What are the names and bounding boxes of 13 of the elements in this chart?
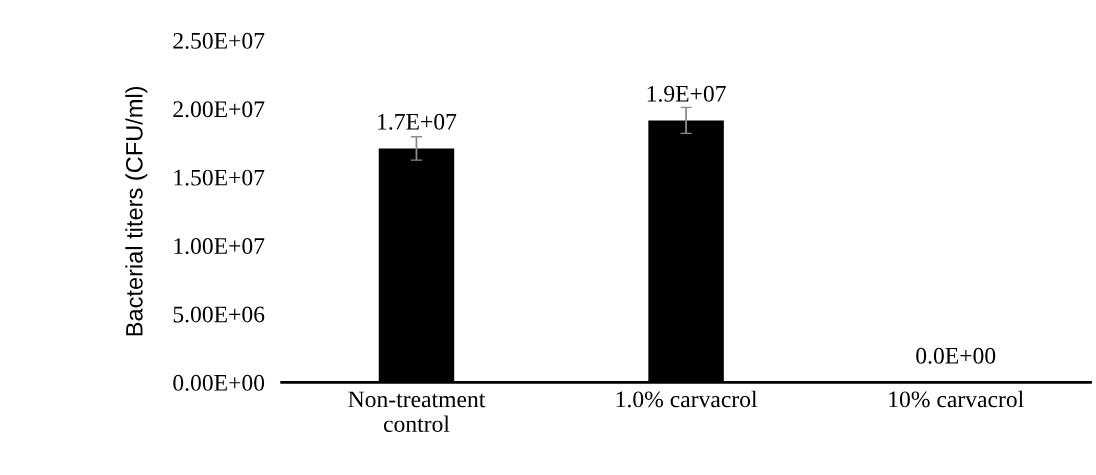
y-tick-label: 1.00E+07 bbox=[174, 238, 265, 255]
x-tick-label: Non-treatment control bbox=[348, 391, 486, 433]
y-tick-label: 0.00E+00 bbox=[173, 374, 265, 391]
y-axis-title: Bacterial titers (CFU/ml) bbox=[125, 86, 148, 336]
x-tick-label: 1.0% carvacrol bbox=[616, 390, 758, 408]
data-label: 1.7E+07 bbox=[378, 113, 457, 130]
x-tick-label: 10% carvacrol bbox=[889, 390, 1024, 408]
y-tick-label: 2.50E+07 bbox=[173, 32, 265, 49]
data-label: 1.9E+07 bbox=[647, 85, 726, 102]
y-tick-label: 5.00E+06 bbox=[173, 306, 265, 323]
y-tick-label: 1.50E+07 bbox=[174, 169, 265, 186]
data-label: 0.0E+00 bbox=[916, 347, 996, 364]
y-tick-label: 2.00E+07 bbox=[173, 101, 265, 118]
